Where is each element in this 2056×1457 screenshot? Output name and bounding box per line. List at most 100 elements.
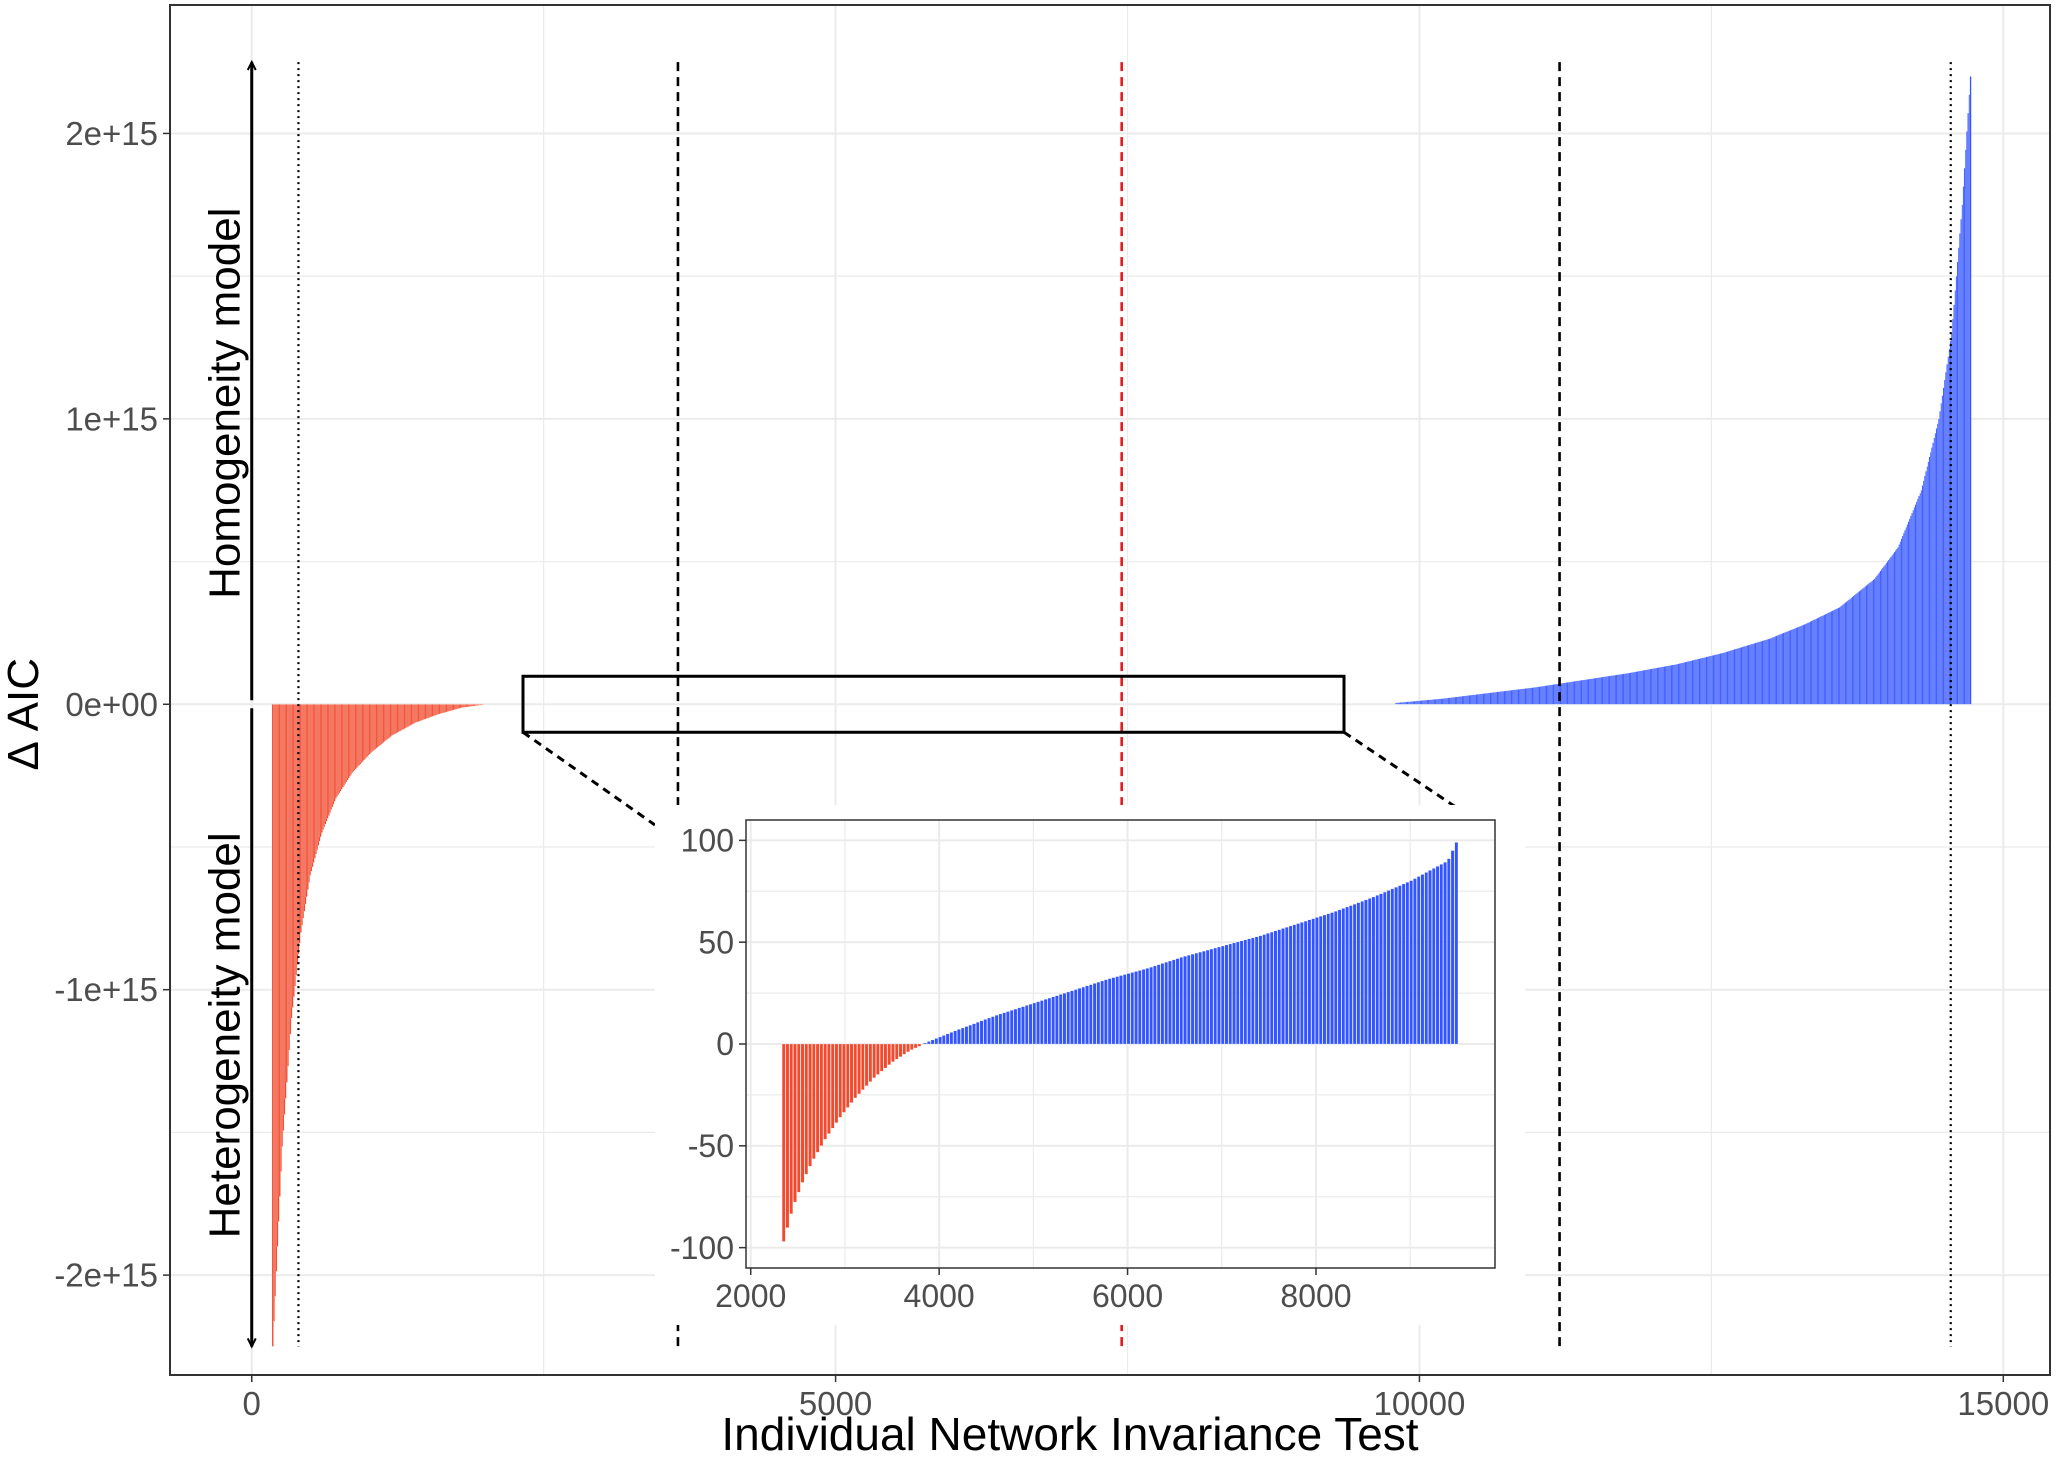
inset-bar (1398, 885, 1402, 1045)
inset-bar (879, 1043, 884, 1072)
inset-bar (1190, 954, 1195, 1045)
main-series-homogeneity (1395, 76, 1972, 705)
inset-bar (1111, 977, 1116, 1045)
inset-bar (1058, 994, 1063, 1045)
inset-bar (910, 1043, 914, 1050)
inset-bar (934, 1038, 939, 1045)
inset-bar (793, 1043, 797, 1203)
inset-bar (1002, 1012, 1006, 1045)
inset-bar (1311, 918, 1315, 1045)
inset-bar (938, 1036, 942, 1045)
inset-bar (1277, 929, 1281, 1045)
inset-bar (1239, 940, 1244, 1045)
inset-bar (906, 1043, 910, 1053)
inset-y-tick-label: -50 (688, 1128, 734, 1164)
inset-bar (1213, 947, 1217, 1045)
x-axis-title: Individual Network Invariance Test (721, 1408, 1418, 1457)
inset-bar (1183, 956, 1187, 1045)
inset-bar (1322, 914, 1327, 1045)
inset-bar (1371, 896, 1376, 1045)
inset-bar (1036, 1001, 1040, 1045)
inset-bar (1187, 955, 1191, 1045)
inset-bar (1390, 888, 1395, 1045)
inset-bar (1224, 944, 1229, 1045)
inset-bar (1043, 999, 1048, 1045)
main-y-tick-label: -1e+15 (54, 971, 158, 1008)
inset-bar (1149, 967, 1153, 1045)
inset-bar (808, 1043, 812, 1167)
inset-bar (979, 1020, 984, 1045)
inset-bar (857, 1043, 861, 1095)
inset-bar (1360, 901, 1364, 1045)
inset-bar (789, 1043, 793, 1214)
inset-bar (1420, 874, 1425, 1045)
inset-bar (1217, 946, 1221, 1045)
model-arrows: Homogeneity model Heterogeneity model (201, 59, 257, 1349)
inset-bar (853, 1043, 858, 1099)
inset-bar (785, 1043, 790, 1228)
inset-bar (1047, 997, 1052, 1045)
inset-x-tick-label: 2000 (715, 1278, 786, 1314)
inset-bar (1168, 960, 1172, 1045)
inset-bar (1269, 931, 1274, 1045)
inset-bar (1096, 982, 1101, 1045)
inset-y-tick-label: 0 (716, 1026, 734, 1062)
inset-bar (1236, 941, 1240, 1045)
heterogeneity-model-label: Heterogeneity model (201, 832, 250, 1238)
inset-bar (902, 1043, 907, 1055)
inset-bar (1198, 951, 1202, 1045)
main-x-tick-label: 5000 (799, 1385, 872, 1422)
main-x-tick-label: 15000 (1957, 1385, 2049, 1422)
inset-bar (942, 1035, 946, 1045)
inset-bar (957, 1029, 961, 1045)
main-y-tick-label: -2e+15 (54, 1257, 158, 1294)
inset-bar (819, 1043, 824, 1146)
inset-series-homogeneity (923, 842, 1459, 1045)
inset-bar (1153, 965, 1157, 1045)
inset-bar (1450, 850, 1455, 1045)
inset-bar (1040, 1000, 1044, 1045)
inset-bar (1115, 976, 1119, 1045)
inset-bar (1202, 950, 1206, 1045)
inset-bar (1443, 862, 1447, 1045)
inset-bar (1051, 996, 1055, 1045)
inset-bar (949, 1032, 954, 1045)
inset-bar (1315, 917, 1319, 1045)
main-bar (1969, 76, 1972, 705)
inset-x-tick-label: 4000 (904, 1278, 975, 1314)
inset-bar (1134, 971, 1138, 1045)
inset-bar (1345, 906, 1349, 1045)
inset-bar (1364, 899, 1368, 1045)
inset-bar (917, 1043, 922, 1047)
inset-bar (927, 1041, 931, 1045)
inset-y-tick-label: -100 (670, 1230, 734, 1266)
inset-bar (1141, 969, 1146, 1045)
inset-bar (800, 1043, 805, 1183)
inset-bar (846, 1043, 850, 1108)
inset-bar (983, 1019, 988, 1045)
inset-bar (1334, 911, 1338, 1045)
main-panel-border (169, 4, 2051, 1376)
inset-panel: 2000 4000 6000 8000 -100 -50 0 50 100 (655, 805, 1525, 1325)
inset-bar (1349, 905, 1353, 1045)
inset-bar (891, 1043, 895, 1062)
main-bar (482, 704, 484, 705)
inset-bar (1296, 923, 1300, 1045)
inset-bar (876, 1043, 880, 1075)
inset-bar (1089, 984, 1093, 1045)
inset-bar (1175, 958, 1180, 1045)
inset-bar (1172, 959, 1176, 1045)
inset-bar (1205, 949, 1210, 1045)
inset-bar (1435, 866, 1440, 1045)
y-axis-title: Δ AIC (0, 658, 48, 771)
inset-bar (1077, 988, 1082, 1045)
main-y-tick-label: 2e+15 (65, 115, 158, 152)
inset-bar (1006, 1011, 1010, 1045)
inset-series-heterogeneity (781, 1043, 922, 1242)
inset-bar (1405, 882, 1410, 1045)
inset-bar (1273, 930, 1278, 1045)
inset-bar (797, 1043, 801, 1193)
inset-bar (1032, 1002, 1037, 1045)
inset-bar (953, 1030, 957, 1045)
